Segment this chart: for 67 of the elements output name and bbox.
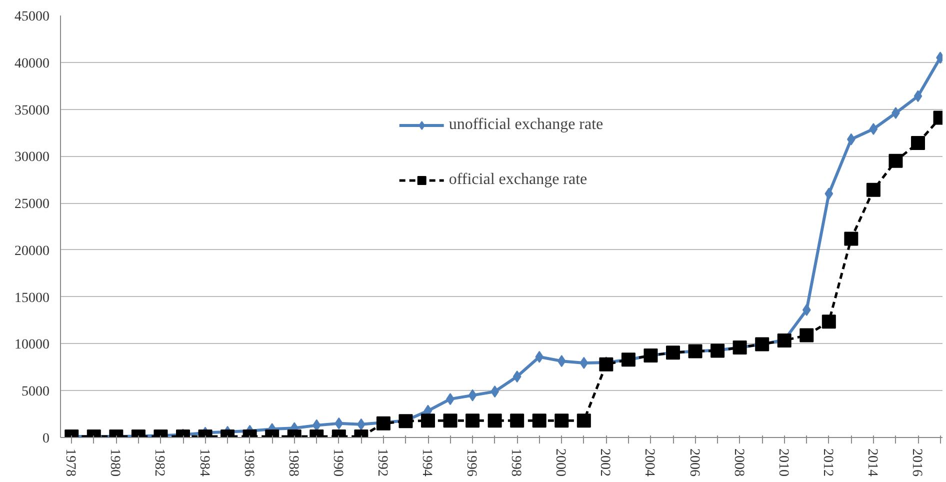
point xyxy=(644,348,658,362)
legend-label: unofficial exchange rate xyxy=(448,116,604,134)
point xyxy=(802,304,811,316)
point xyxy=(710,344,725,358)
point xyxy=(888,154,903,168)
point xyxy=(443,414,458,428)
x-tick-label: 1980 xyxy=(107,448,122,476)
x-tick-label: 2008 xyxy=(730,448,746,476)
point xyxy=(866,182,880,197)
x-tick-label: 1986 xyxy=(240,448,256,476)
legend-label: official exchange rate xyxy=(448,171,588,189)
point xyxy=(488,414,502,428)
y-tick-label: 30000 xyxy=(14,150,50,166)
point xyxy=(576,414,591,428)
point xyxy=(732,340,747,354)
point xyxy=(621,352,636,367)
x-tick-label: 2006 xyxy=(686,448,702,476)
x-tick-label: 1994 xyxy=(419,448,434,476)
point xyxy=(512,370,522,383)
x-tick-label: 2016 xyxy=(909,448,924,476)
point xyxy=(580,356,588,369)
y-tick-label: 20000 xyxy=(14,244,50,259)
point xyxy=(376,416,390,430)
point xyxy=(554,414,569,428)
point xyxy=(398,414,413,428)
point xyxy=(800,328,814,342)
x-tick-label: 1998 xyxy=(508,448,524,476)
y-tick-label: 0 xyxy=(42,432,50,446)
x-tick-label: 1984 xyxy=(196,448,212,476)
x-tick-label: 2010 xyxy=(775,448,790,476)
x-tick-label: 1982 xyxy=(152,448,167,476)
x-tick-label: 2002 xyxy=(597,448,612,476)
point xyxy=(688,344,702,358)
point xyxy=(666,346,680,360)
point xyxy=(844,232,858,246)
point xyxy=(755,337,770,352)
point xyxy=(535,350,544,363)
x-tick-label: 1990 xyxy=(330,448,345,476)
x-tick-label: 2014 xyxy=(864,448,880,476)
point xyxy=(334,417,344,430)
point xyxy=(532,414,546,428)
point xyxy=(510,414,524,428)
point xyxy=(777,333,792,348)
point xyxy=(914,90,922,102)
point xyxy=(824,188,834,200)
x-tick-label: 1978 xyxy=(62,448,78,476)
x-tick-label: 1996 xyxy=(464,448,479,476)
point xyxy=(822,314,836,329)
x-tick-label: 2012 xyxy=(820,448,835,476)
x-tick-label: 1992 xyxy=(374,448,390,476)
point xyxy=(911,136,925,150)
point xyxy=(599,357,614,372)
y-tick-label: 25000 xyxy=(14,197,50,212)
y-tick-label: 15000 xyxy=(14,290,50,306)
y-tick-label: 35000 xyxy=(14,103,50,118)
y-tick-label: 45000 xyxy=(14,10,50,24)
y-tick-label: 5000 xyxy=(22,384,50,400)
point xyxy=(557,355,566,368)
y-tick-label: 10000 xyxy=(14,338,50,353)
y-tick-label: 40000 xyxy=(14,56,50,72)
point xyxy=(466,414,480,428)
x-tick-label: 1988 xyxy=(285,448,300,476)
point xyxy=(468,389,477,402)
point xyxy=(869,122,878,135)
x-tick-label: 2004 xyxy=(642,448,657,476)
point xyxy=(421,414,435,428)
x-tick-label: 2000 xyxy=(552,448,568,476)
